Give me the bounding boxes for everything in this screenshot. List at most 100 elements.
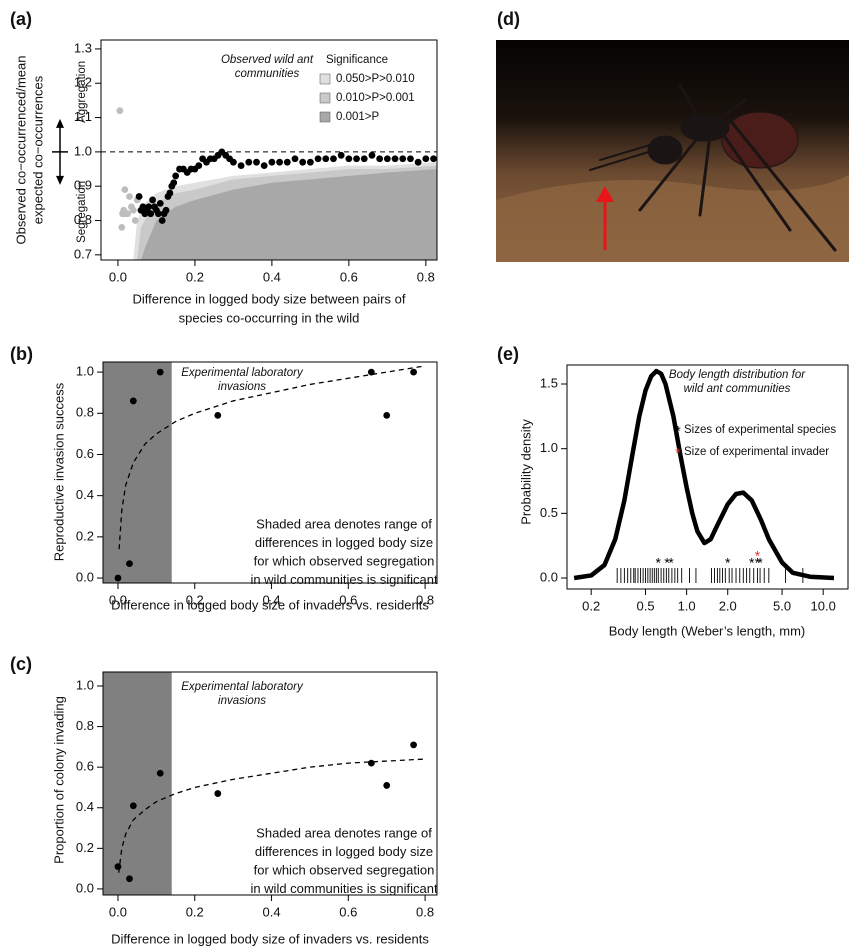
point — [307, 159, 314, 166]
y-tick-label: 0.4 — [76, 799, 94, 814]
y-tick-label: 0.0 — [76, 569, 94, 584]
legend-star: * — [675, 445, 681, 461]
point — [368, 760, 375, 767]
legend-label: Size of experimental invader — [684, 446, 829, 458]
legend-label: Sizes of experimental species — [684, 424, 836, 436]
figure: (d) (a)0.00.20.40.60.80.70.80.91.01.11.2… — [0, 0, 849, 948]
x-axis-label: Difference in logged body size of invade… — [111, 597, 429, 612]
point — [292, 155, 299, 162]
point — [384, 155, 391, 162]
panel-label: (c) — [10, 654, 32, 674]
point — [276, 159, 283, 166]
point — [159, 217, 166, 224]
point — [422, 155, 429, 162]
note: differences in logged body size — [255, 535, 433, 550]
note: for which observed segregation — [254, 553, 435, 568]
x-tick-label: 0.6 — [340, 269, 358, 284]
point — [345, 155, 352, 162]
direction-label: Aggregation — [76, 61, 88, 123]
annotation: Body length distribution for — [669, 369, 806, 381]
point — [124, 210, 131, 217]
size-star: * — [755, 548, 761, 564]
y-tick-label: 0.2 — [76, 840, 94, 855]
panel-label: (d) — [497, 9, 520, 29]
point — [214, 790, 221, 797]
x-tick-label: 5.0 — [773, 598, 791, 613]
point — [253, 159, 260, 166]
y-axis-label: Reproductive invasion success — [51, 382, 66, 561]
y-tick-label: 0.8 — [76, 718, 94, 733]
x-tick-label: 0.4 — [262, 904, 280, 919]
point — [136, 193, 143, 200]
point — [430, 155, 437, 162]
point — [383, 412, 390, 419]
point — [392, 155, 399, 162]
point — [369, 152, 376, 159]
arrow-head — [56, 119, 64, 128]
point — [376, 155, 383, 162]
point — [195, 162, 202, 169]
density-line — [574, 371, 834, 578]
point — [130, 398, 137, 405]
x-axis-label: Difference in logged body size of invade… — [111, 931, 429, 946]
legend-title: Significance — [326, 54, 388, 66]
note: in wild communities is significant — [250, 881, 438, 896]
point — [338, 152, 345, 159]
point — [383, 782, 390, 789]
legend-label: 0.001>P — [336, 111, 379, 123]
point — [399, 155, 406, 162]
annotation: Experimental laboratory — [181, 367, 304, 379]
point — [172, 173, 179, 180]
plot-area — [101, 107, 437, 260]
chart-panel: (e)********Sizes of experimental species… — [497, 344, 848, 639]
x-tick-label: 1.0 — [678, 598, 696, 613]
point — [410, 369, 417, 376]
y-axis-label: Probability density — [518, 419, 533, 525]
point — [157, 200, 164, 207]
legend-swatch — [320, 93, 330, 103]
point — [407, 155, 414, 162]
size-star: * — [668, 555, 674, 571]
panel-label: (e) — [497, 344, 519, 364]
legend-label: 0.010>P>0.001 — [336, 92, 415, 104]
legend-label: 0.050>P>0.010 — [336, 73, 415, 85]
y-axis-label: Proportion of colony invading — [51, 696, 66, 864]
point — [353, 155, 360, 162]
point — [415, 159, 422, 166]
point — [166, 190, 173, 197]
point — [115, 575, 122, 582]
point — [130, 802, 137, 809]
chart-panel: (b)0.00.20.40.60.80.00.20.40.60.81.0Diff… — [10, 344, 438, 613]
point — [261, 162, 268, 169]
size-star: * — [656, 555, 662, 571]
point — [322, 155, 329, 162]
x-tick-label: 0.6 — [339, 904, 357, 919]
x-axis-label: Difference in logged body size between p… — [133, 291, 406, 306]
shaded-range — [103, 672, 172, 895]
point — [126, 560, 133, 567]
point — [121, 186, 128, 193]
y-tick-label: 0.0 — [540, 569, 558, 584]
panel-label: (a) — [10, 9, 32, 29]
x-tick-label: 0.2 — [186, 269, 204, 284]
arrow-head — [56, 176, 64, 185]
y-axis-label: expected co−occurrences — [30, 75, 45, 224]
x-tick-label: 2.0 — [719, 598, 737, 613]
y-tick-label: 1.0 — [76, 364, 94, 379]
x-tick-label: 0.4 — [263, 269, 281, 284]
annotation: Observed wild ant — [221, 54, 314, 66]
point — [230, 159, 237, 166]
note: Shaded area denotes range of — [256, 516, 432, 531]
point — [245, 159, 252, 166]
point — [149, 197, 156, 204]
point — [368, 369, 375, 376]
point — [118, 224, 125, 231]
x-axis-label: species co-occurring in the wild — [179, 310, 360, 325]
shaded-range — [103, 362, 172, 583]
legend-swatch — [320, 74, 330, 84]
y-tick-label: 1.3 — [74, 40, 92, 55]
x-tick-label: 0.5 — [636, 598, 654, 613]
size-star: * — [725, 555, 731, 571]
point — [157, 369, 164, 376]
annotation: invasions — [218, 695, 266, 707]
